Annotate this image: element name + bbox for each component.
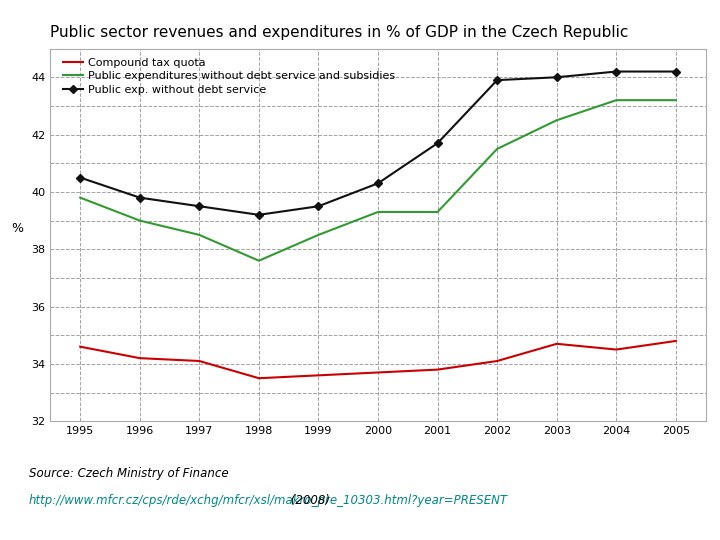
Y-axis label: %: % bbox=[12, 222, 23, 235]
Text: http://www.mfcr.cz/cps/rde/xchg/mfcr/xsl/makro_pre_10303.html?year=PRESENT: http://www.mfcr.cz/cps/rde/xchg/mfcr/xsl… bbox=[29, 494, 508, 507]
Text: (2008): (2008) bbox=[287, 494, 330, 507]
Legend: Compound tax quota, Public expenditures without debt service and subsidies, Publ: Compound tax quota, Public expenditures … bbox=[63, 58, 395, 94]
Text: Source: Czech Ministry of Finance: Source: Czech Ministry of Finance bbox=[29, 467, 228, 480]
Text: Public sector revenues and expenditures in % of GDP in the Czech Republic: Public sector revenues and expenditures … bbox=[50, 25, 629, 40]
